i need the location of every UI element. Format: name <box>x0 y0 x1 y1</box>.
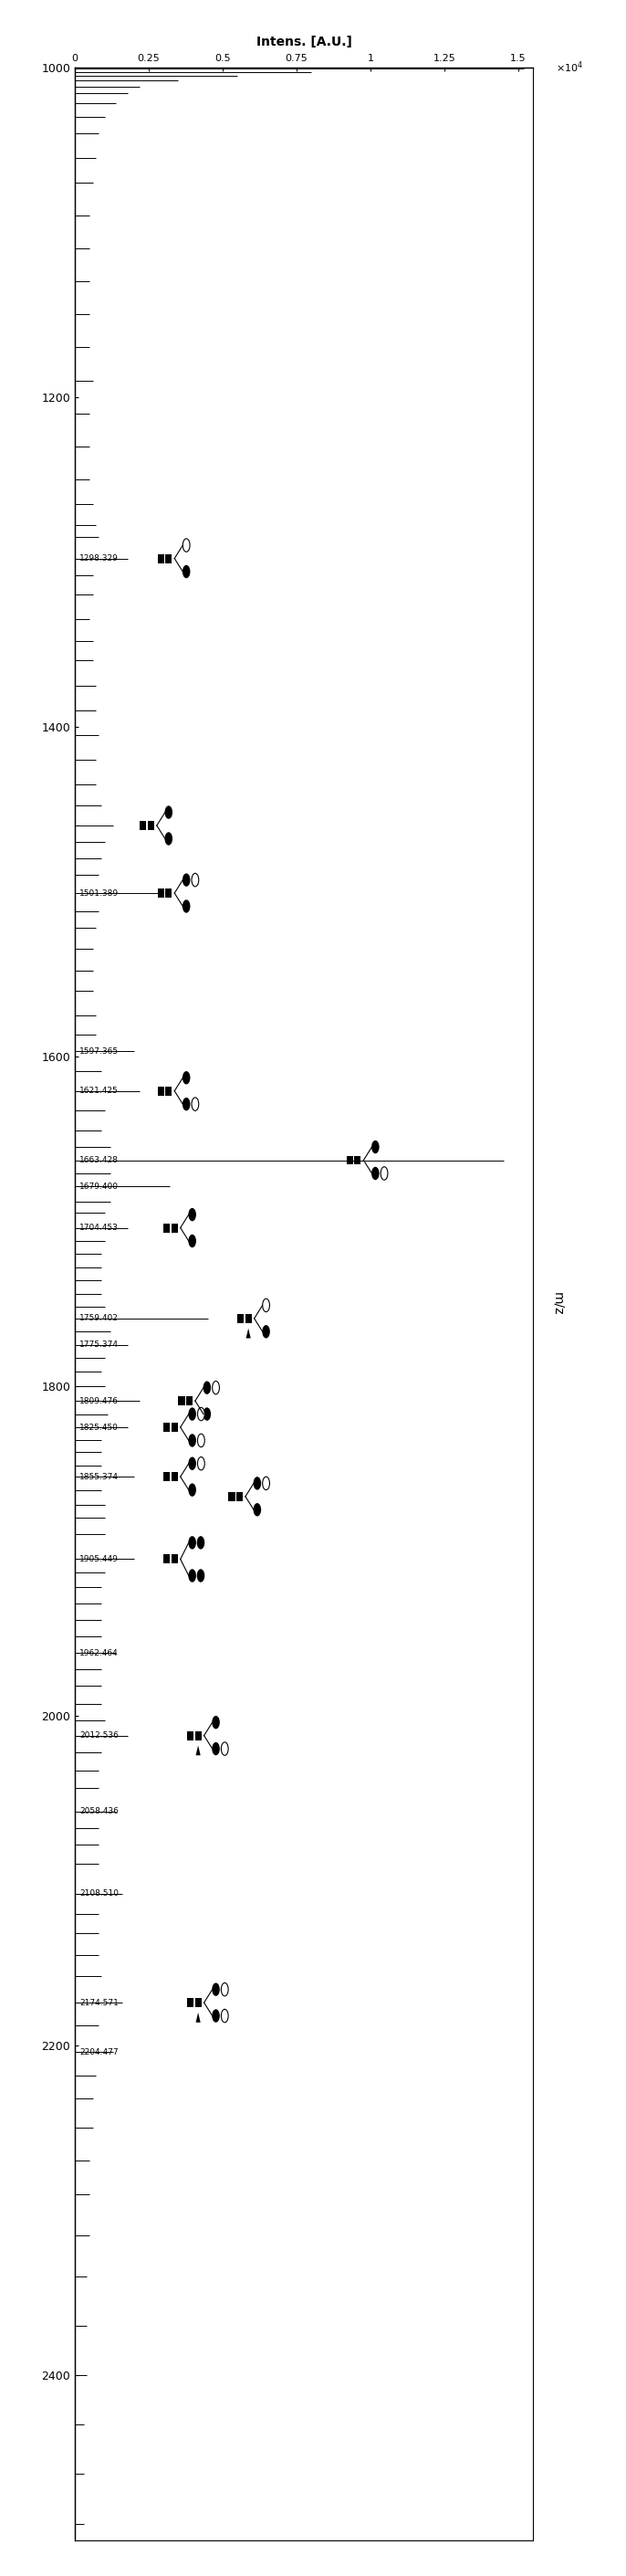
Bar <box>172 1422 178 1432</box>
Ellipse shape <box>192 1097 198 1110</box>
Ellipse shape <box>188 1458 196 1471</box>
Bar <box>195 1999 202 2007</box>
Ellipse shape <box>198 1435 205 1448</box>
Bar <box>165 1087 172 1095</box>
Ellipse shape <box>182 1072 190 1084</box>
Bar <box>172 1224 178 1231</box>
Ellipse shape <box>165 806 173 819</box>
Bar <box>178 1396 185 1406</box>
Text: 2012.536: 2012.536 <box>80 1731 118 1739</box>
Bar <box>187 1999 193 2007</box>
Ellipse shape <box>188 1208 196 1221</box>
Ellipse shape <box>212 1381 219 1394</box>
Ellipse shape <box>254 1504 261 1517</box>
Ellipse shape <box>197 1535 205 1548</box>
Text: 2204.477: 2204.477 <box>80 2048 118 2056</box>
Bar <box>148 822 154 829</box>
Ellipse shape <box>188 1234 196 1247</box>
Text: 1775.374: 1775.374 <box>80 1340 119 1350</box>
Ellipse shape <box>197 1569 205 1582</box>
Bar <box>158 1087 164 1095</box>
Text: 1809.476: 1809.476 <box>80 1396 119 1404</box>
Bar <box>347 1157 353 1164</box>
Bar <box>163 1556 170 1564</box>
Text: 1855.374: 1855.374 <box>80 1473 119 1481</box>
Bar <box>186 1396 193 1406</box>
Ellipse shape <box>192 873 198 886</box>
Ellipse shape <box>203 1381 211 1394</box>
Bar <box>163 1224 170 1231</box>
Bar <box>158 889 164 896</box>
Ellipse shape <box>188 1535 196 1548</box>
Ellipse shape <box>188 1484 196 1497</box>
Text: 1298.329: 1298.329 <box>80 554 118 562</box>
Ellipse shape <box>188 1569 196 1582</box>
Polygon shape <box>246 1329 251 1340</box>
Text: 1905.449: 1905.449 <box>80 1556 118 1564</box>
Ellipse shape <box>182 873 190 886</box>
Ellipse shape <box>198 1406 205 1422</box>
Bar <box>140 822 146 829</box>
Ellipse shape <box>212 1741 220 1754</box>
Ellipse shape <box>212 2009 220 2022</box>
Ellipse shape <box>262 1298 270 1311</box>
Bar <box>187 1731 193 1741</box>
Polygon shape <box>196 2012 200 2022</box>
Ellipse shape <box>165 832 173 845</box>
Bar <box>163 1422 170 1432</box>
X-axis label: Intens. [A.U.]: Intens. [A.U.] <box>256 36 352 49</box>
Text: 2174.571: 2174.571 <box>80 1999 118 2007</box>
Bar <box>163 1473 170 1481</box>
Text: $\times$10$^4$: $\times$10$^4$ <box>556 59 583 75</box>
Bar <box>195 1731 202 1741</box>
Ellipse shape <box>182 564 190 577</box>
Bar <box>165 889 172 896</box>
Bar <box>228 1492 235 1502</box>
Y-axis label: m/z: m/z <box>552 1293 565 1316</box>
Text: 1663.428: 1663.428 <box>80 1157 118 1164</box>
Ellipse shape <box>371 1167 379 1180</box>
Bar <box>236 1492 243 1502</box>
Ellipse shape <box>221 1984 228 1996</box>
Text: 1621.425: 1621.425 <box>80 1087 118 1095</box>
Bar <box>354 1157 361 1164</box>
Ellipse shape <box>212 1716 220 1728</box>
Ellipse shape <box>371 1141 379 1154</box>
Text: 1679.400: 1679.400 <box>80 1182 119 1190</box>
Ellipse shape <box>212 1984 220 1996</box>
Ellipse shape <box>221 1741 228 1754</box>
Text: 2108.510: 2108.510 <box>80 1891 119 1899</box>
Bar <box>158 554 164 564</box>
Ellipse shape <box>221 2009 228 2022</box>
Bar <box>172 1473 178 1481</box>
Ellipse shape <box>183 538 190 551</box>
Text: 1597.365: 1597.365 <box>80 1048 119 1056</box>
Bar <box>165 554 172 564</box>
Text: 1759.402: 1759.402 <box>80 1314 118 1321</box>
Text: 2058.436: 2058.436 <box>80 1808 118 1816</box>
Ellipse shape <box>182 1097 190 1110</box>
Text: 1704.453: 1704.453 <box>80 1224 118 1231</box>
Bar <box>172 1556 178 1564</box>
Text: 1825.450: 1825.450 <box>80 1422 118 1432</box>
Ellipse shape <box>198 1458 205 1471</box>
Polygon shape <box>196 1747 200 1754</box>
Ellipse shape <box>381 1167 387 1180</box>
Bar <box>237 1314 244 1324</box>
Ellipse shape <box>203 1406 211 1422</box>
Ellipse shape <box>262 1476 270 1489</box>
Text: 1962.464: 1962.464 <box>80 1649 118 1656</box>
Ellipse shape <box>262 1324 270 1340</box>
Ellipse shape <box>188 1435 196 1448</box>
Ellipse shape <box>254 1476 261 1489</box>
Text: 1501.389: 1501.389 <box>80 889 119 896</box>
Ellipse shape <box>188 1406 196 1422</box>
Ellipse shape <box>182 899 190 912</box>
Bar <box>245 1314 252 1324</box>
